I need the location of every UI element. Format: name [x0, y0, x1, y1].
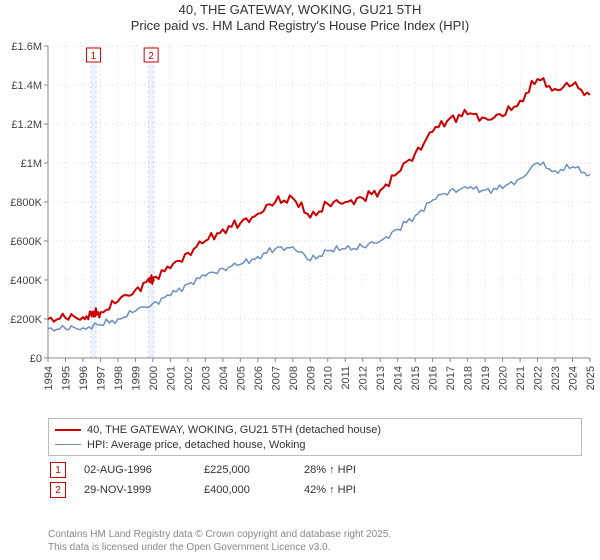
marker-dot-1 [90, 311, 97, 318]
x-tick-label: 2000 [148, 366, 160, 390]
title-block: 40, THE GATEWAY, WOKING, GU21 5TH Price … [0, 0, 600, 35]
data-point-price: £225,000 [204, 464, 304, 476]
x-tick-label: 2001 [165, 366, 177, 390]
footnote-line-1: Contains HM Land Registry data © Crown c… [48, 529, 391, 540]
x-tick-label: 1996 [78, 366, 90, 390]
x-tick-label: 2020 [498, 366, 510, 390]
x-tick-label: 2017 [445, 366, 457, 390]
x-tick-label: 2016 [428, 366, 440, 390]
chart-wrap: £0 £200K £400K £600K £800K £1M £1.2M £1.4M £1.6M… [0, 38, 600, 418]
x-tick-label: 2010 [323, 366, 335, 390]
footnote: Contains HM Land Registry data © Crown c… [48, 529, 578, 554]
legend-swatch [55, 429, 81, 431]
x-tick-label: 2011 [340, 366, 352, 390]
root: 40, THE GATEWAY, WOKING, GU21 5TH Price … [0, 0, 600, 560]
title-line-2: Price paid vs. HM Land Registry's House … [0, 18, 600, 34]
x-tick-label: 2012 [358, 366, 370, 390]
svg-text:1: 1 [91, 51, 97, 62]
x-tick-label: 2003 [200, 366, 212, 390]
x-tick-label: 1994 [43, 366, 55, 390]
x-tick-label: 2004 [218, 366, 230, 390]
data-point-date: 02-AUG-1996 [84, 464, 204, 476]
y-tick-label: £1.6M [11, 41, 42, 53]
marker-dot-2 [148, 277, 155, 284]
legend-row-0: 40, THE GATEWAY, WOKING, GU21 5TH (detac… [55, 422, 575, 437]
legend-label: 40, THE GATEWAY, WOKING, GU21 5TH (detac… [87, 424, 381, 436]
legend-row-1: HPI: Average price, detached house, Woki… [55, 437, 575, 452]
x-tick-label: 2025 [585, 366, 597, 390]
x-tick-label: 2019 [480, 366, 492, 390]
legend: 40, THE GATEWAY, WOKING, GU21 5TH (detac… [48, 418, 582, 456]
x-tick-label: 1997 [95, 366, 107, 390]
y-tick-label: £600K [10, 236, 42, 248]
data-point-diff: 42% ↑ HPI [304, 484, 404, 496]
x-tick-label: 2006 [253, 366, 265, 390]
y-tick-label: £1.4M [11, 80, 42, 92]
title-line-1: 40, THE GATEWAY, WOKING, GU21 5TH [0, 2, 600, 18]
x-tick-label: 2002 [183, 366, 195, 390]
data-point-marker: 2 [50, 482, 66, 498]
price-chart: £0 £200K £400K £600K £800K £1M £1.2M £1.4M £1.6M… [0, 38, 600, 418]
x-tick-label: 2009 [305, 366, 317, 390]
data-point-row-2: 2 29-NOV-1999£400,00042% ↑ HPI [48, 480, 568, 500]
y-tick-label: £0 [30, 353, 42, 365]
x-tick-label: 2021 [515, 366, 527, 390]
data-point-price: £400,000 [204, 484, 304, 496]
x-tick-label: 1998 [113, 366, 125, 390]
data-point-date: 29-NOV-1999 [84, 484, 204, 496]
x-tick-label: 2008 [288, 366, 300, 390]
x-tick-label: 2005 [235, 366, 247, 390]
legend-swatch [55, 444, 81, 445]
x-tick-label: 1999 [130, 366, 142, 390]
x-tick-label: 2024 [568, 366, 580, 390]
x-tick-label: 2014 [393, 366, 405, 390]
y-tick-label: £200K [10, 314, 42, 326]
x-tick-label: 1995 [60, 366, 72, 390]
footnote-line-2: This data is licensed under the Open Gov… [48, 542, 330, 553]
marker-box-1: 1 [86, 48, 100, 62]
data-points-table: 1 02-AUG-1996£225,00028% ↑ HPI 2 29-NOV-199… [48, 460, 568, 500]
data-point-diff: 28% ↑ HPI [304, 464, 404, 476]
data-point-marker: 1 [50, 462, 66, 478]
marker-box-2: 2 [144, 48, 158, 62]
legend-label: HPI: Average price, detached house, Woki… [87, 439, 306, 451]
y-tick-label: £1.2M [11, 119, 42, 131]
x-tick-label: 2015 [410, 366, 422, 390]
y-tick-label: £1M [21, 158, 42, 170]
y-tick-label: £800K [10, 197, 42, 209]
x-tick-label: 2007 [270, 366, 282, 390]
svg-text:2: 2 [148, 51, 154, 62]
x-tick-label: 2022 [533, 366, 545, 390]
x-tick-label: 2023 [550, 366, 562, 390]
x-tick-label: 2013 [375, 366, 387, 390]
data-point-row-1: 1 02-AUG-1996£225,00028% ↑ HPI [48, 460, 568, 480]
x-tick-label: 2018 [463, 366, 475, 390]
y-tick-label: £400K [10, 275, 42, 287]
